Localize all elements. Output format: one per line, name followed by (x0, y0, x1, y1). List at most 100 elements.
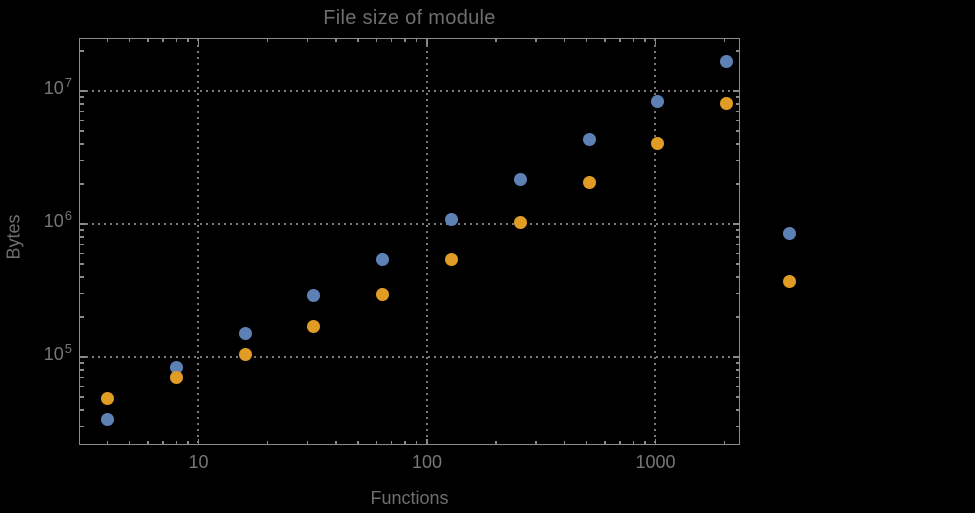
x-tick (147, 38, 149, 42)
data-point-series-2 (513, 215, 527, 229)
x-gridline (425, 38, 428, 445)
x-tick (654, 38, 657, 45)
y-tick (735, 409, 739, 411)
y-tick (735, 96, 739, 98)
y-tick-base: 10 (43, 210, 64, 231)
y-tick (733, 223, 739, 225)
x-tick (404, 441, 406, 445)
y-tick-label: 107 (28, 74, 72, 99)
y-tick (80, 243, 84, 246)
x-tick (563, 441, 566, 445)
x-tick (632, 38, 635, 42)
data-point-series-2 (376, 288, 390, 302)
y-tick-exponent: 6 (64, 207, 72, 223)
y-tick (733, 356, 739, 358)
data-point-series-1 (376, 252, 390, 266)
y-tick-base: 10 (43, 77, 64, 98)
y-tick (735, 236, 739, 238)
data-point-series-2 (720, 96, 734, 110)
y-tick (735, 183, 739, 185)
y-tick (80, 130, 84, 132)
x-tick (654, 438, 657, 445)
data-point-series-1 (307, 289, 321, 302)
y-gridline (80, 356, 739, 359)
data-point-series-1 (238, 326, 252, 340)
y-tick-exponent: 5 (64, 341, 72, 357)
x-tick (266, 441, 269, 445)
x-tick (426, 438, 428, 445)
y-tick (80, 183, 84, 185)
data-point-series-2 (307, 319, 321, 333)
x-tick (335, 441, 337, 445)
y-tick (735, 103, 739, 105)
x-tick (390, 38, 393, 42)
x-tick (375, 38, 378, 42)
x-tick (390, 441, 393, 445)
x-tick (604, 441, 606, 445)
y-tick (80, 159, 84, 162)
x-tick (162, 38, 164, 42)
y-tick (80, 229, 84, 231)
x-tick (604, 38, 606, 42)
x-tick (415, 441, 418, 445)
data-point-series-1 (101, 412, 115, 426)
y-tick (735, 316, 739, 318)
y-tick (80, 356, 86, 358)
data-point-series-2 (238, 347, 252, 361)
data-point-series-1 (444, 212, 458, 226)
legend-marker (783, 227, 796, 240)
plot-frame (79, 37, 740, 446)
x-tick-label: 1000 (635, 451, 676, 472)
data-point-series-1 (720, 54, 734, 68)
x-tick (106, 38, 109, 42)
x-tick (128, 441, 131, 445)
data-point-series-2 (582, 176, 596, 190)
y-gridline (80, 222, 739, 225)
y-tick (735, 369, 739, 371)
y-tick (735, 229, 739, 231)
x-tick (197, 438, 200, 445)
data-point-series-1 (169, 360, 183, 374)
y-tick (735, 243, 739, 246)
y-tick (80, 385, 84, 388)
x-tick (187, 441, 189, 445)
x-tick (585, 38, 588, 42)
y-tick-base: 10 (43, 344, 64, 365)
x-tick (162, 441, 164, 445)
y-tick-label: 106 (28, 207, 72, 232)
x-tick (426, 38, 428, 45)
y-tick (80, 396, 84, 398)
chart-title: File size of module (323, 7, 496, 29)
x-tick (723, 38, 726, 42)
y-tick (80, 252, 84, 255)
x-tick (632, 441, 635, 445)
y-tick (735, 385, 739, 388)
y-tick-label: 105 (28, 341, 72, 365)
y-tick (735, 252, 739, 255)
x-gridline (654, 38, 657, 445)
y-tick (735, 143, 739, 145)
y-tick (80, 236, 84, 238)
x-tick (535, 441, 537, 445)
x-tick (495, 38, 497, 42)
y-tick (80, 276, 84, 278)
x-tick (128, 38, 131, 42)
x-tick (619, 38, 621, 42)
y-tick (80, 316, 84, 318)
x-tick-label: 100 (411, 451, 442, 472)
y-tick (735, 276, 739, 278)
x-tick (106, 441, 109, 445)
y-tick (80, 50, 84, 52)
x-tick (535, 38, 537, 42)
x-gridline (197, 38, 200, 445)
x-tick (197, 38, 200, 45)
legend-entry (783, 275, 796, 288)
y-tick (735, 263, 739, 265)
x-tick (375, 441, 378, 445)
x-tick (306, 441, 309, 445)
y-tick (735, 110, 739, 113)
x-tick (266, 38, 269, 42)
y-tick-exponent: 7 (64, 74, 72, 90)
y-gridline (80, 89, 739, 92)
x-tick (644, 38, 646, 42)
